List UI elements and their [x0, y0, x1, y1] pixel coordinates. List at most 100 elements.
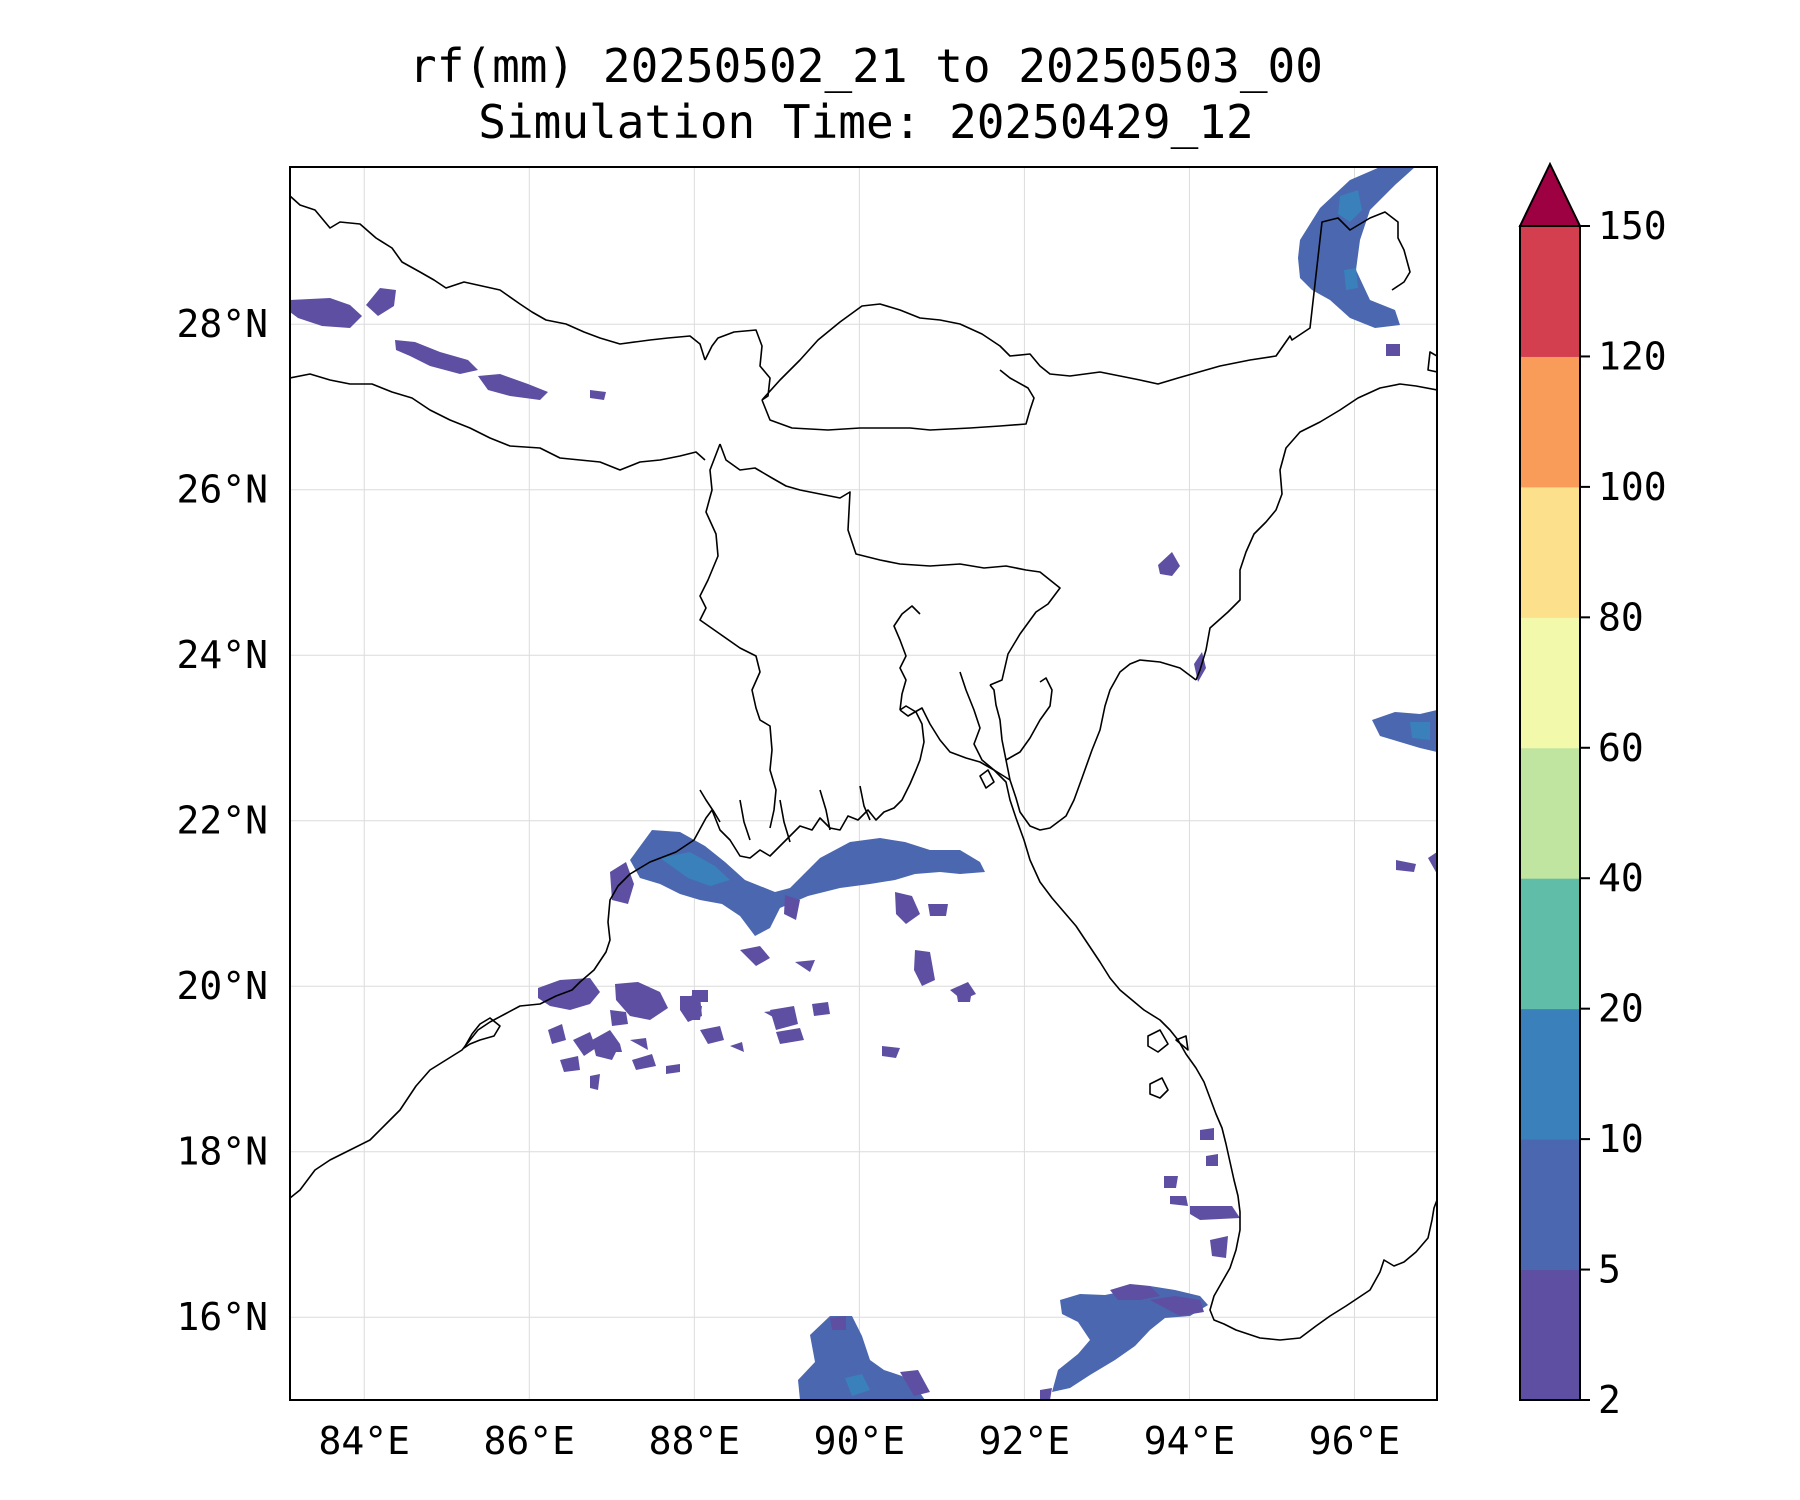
border-line — [761, 369, 1035, 431]
rain-patch — [845, 1374, 870, 1396]
colorbar-segment — [1520, 356, 1580, 488]
rain-patch — [1428, 852, 1437, 874]
rain-patch — [928, 904, 948, 916]
rain-patch — [1344, 268, 1358, 290]
gridlines — [290, 167, 1437, 1400]
rain-patch — [1372, 710, 1437, 752]
lon-tick-label: 92°E — [979, 1419, 1071, 1463]
lon-tick-label: 94°E — [1144, 1419, 1236, 1463]
lat-tick-label: 20°N — [176, 964, 268, 1008]
colorbar-segment — [1520, 1008, 1580, 1140]
rainfall-field — [290, 167, 1437, 1400]
figure-title-line2: Simulation Time: 20250429_12 — [478, 95, 1253, 149]
rain-patch — [914, 950, 935, 986]
map-panel: 84°E 86°E 88°E 90°E 92°E 94°E 96°E 16°N 18°N 20°… — [176, 166, 1438, 1463]
map-background — [290, 167, 1437, 1400]
rain-patch — [900, 1370, 930, 1396]
rain-patch — [1298, 167, 1415, 328]
colorbar-tick-label: 100 — [1598, 465, 1667, 509]
rain-patch — [1170, 1196, 1188, 1206]
rain-patch — [784, 895, 800, 920]
rain-patch — [956, 990, 972, 1002]
rain-patch — [1396, 860, 1416, 872]
rain-patch — [740, 946, 770, 966]
lon-tick-label: 88°E — [649, 1419, 741, 1463]
coastline — [779, 799, 791, 843]
rain-patch — [1210, 1236, 1228, 1258]
colorbar: 2 5 10 20 40 60 80 100 120 150 — [1518, 161, 1667, 1422]
coastline — [979, 769, 995, 789]
lat-tick-label: 22°N — [176, 799, 268, 843]
rain-patch — [812, 1002, 830, 1016]
rain-patch — [730, 1042, 744, 1052]
border-line — [719, 443, 1061, 686]
rain-patch — [610, 1010, 628, 1026]
coastlines-and-borders — [290, 195, 1437, 1341]
rain-patch — [538, 978, 600, 1010]
rain-patch — [632, 1054, 656, 1070]
border-line — [1427, 351, 1437, 373]
rain-patch — [636, 996, 660, 1014]
coastline — [463, 1017, 501, 1049]
border-line — [704, 329, 771, 401]
colorbar-outline — [1519, 225, 1581, 1401]
rain-patch — [688, 1006, 702, 1020]
border-line — [1195, 383, 1437, 681]
lon-tick-label: 96°E — [1309, 1419, 1401, 1463]
rain-patch — [1206, 1154, 1218, 1166]
rain-patch — [700, 1026, 724, 1044]
rain-patch — [1052, 1286, 1208, 1392]
colorbar-tick-label: 120 — [1598, 334, 1667, 378]
coastline — [711, 705, 925, 859]
lon-tick-label: 86°E — [484, 1419, 576, 1463]
border-line — [290, 373, 706, 471]
rain-patch — [395, 340, 478, 374]
rain-patch — [1150, 1296, 1204, 1316]
rain-patch — [600, 1044, 622, 1052]
lon-tick-label: 84°E — [319, 1419, 411, 1463]
colorbar-segment — [1520, 747, 1580, 879]
rain-patch — [560, 1056, 580, 1072]
rain-patch — [590, 1074, 600, 1090]
rain-patch — [592, 1030, 620, 1060]
colorbar-segment — [1520, 878, 1580, 1010]
rain-patch — [1190, 1206, 1240, 1220]
colorbar-extend-arrow — [1518, 161, 1582, 227]
rain-patch — [776, 1028, 804, 1044]
map-frame — [289, 166, 1438, 1401]
rain-patch — [1200, 1128, 1214, 1140]
rain-patch — [1040, 1388, 1052, 1400]
rain-patch — [666, 1064, 680, 1074]
rain-patch — [895, 892, 920, 924]
colorbar-top-label: 150 — [1598, 204, 1667, 248]
coastline — [699, 789, 721, 823]
rain-patch — [548, 1024, 566, 1044]
lat-tick-label: 24°N — [176, 633, 268, 677]
border-line — [989, 659, 1197, 831]
rain-patch — [573, 1032, 596, 1056]
colorbar-segment — [1520, 226, 1580, 357]
colorbar-tick-label: 5 — [1598, 1248, 1621, 1292]
rain-patch — [1386, 344, 1400, 356]
colorbar-tick-label: 2 — [1598, 1378, 1621, 1422]
rain-patch — [590, 390, 606, 400]
coastline — [290, 809, 713, 1199]
rain-patch — [1158, 552, 1180, 576]
rain-patch — [798, 1316, 925, 1400]
rain-patch — [764, 1010, 782, 1022]
coastline — [893, 605, 921, 711]
coastline — [1175, 1035, 1189, 1051]
lat-tick-label: 28°N — [176, 302, 268, 346]
coastline — [739, 799, 751, 841]
figure-title-line1: rf(mm) 20250502_21 to 20250503_00 — [409, 39, 1323, 93]
rain-patch — [1338, 190, 1362, 222]
lat-tick-label: 18°N — [176, 1130, 268, 1174]
rain-patch — [830, 1316, 846, 1330]
rain-patch — [692, 990, 708, 1002]
rain-patch — [630, 1038, 648, 1050]
rain-patch — [630, 830, 985, 936]
colorbar-segment — [1520, 1269, 1580, 1401]
colorbar-tick-label: 10 — [1598, 1117, 1644, 1161]
rain-patch — [366, 288, 396, 316]
